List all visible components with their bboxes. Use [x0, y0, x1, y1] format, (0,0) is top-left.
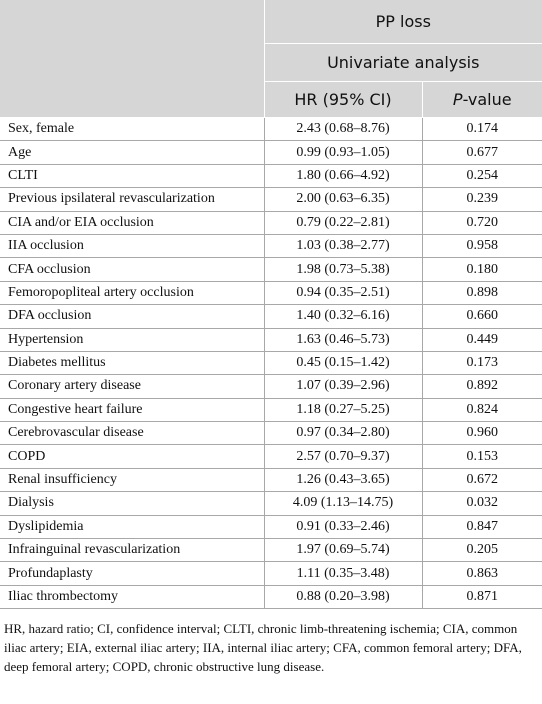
table-row: Profundaplasty 1.11 (0.35–3.48) 0.863: [0, 561, 542, 586]
hazard-ratio: 2.57 (0.70–9.37): [263, 444, 422, 469]
hazard-ratio: 1.07 (0.39–2.96): [263, 374, 422, 399]
hazard-ratio: 0.91 (0.33–2.46): [263, 514, 422, 540]
p-value: 0.174: [421, 116, 542, 142]
p-value: 0.892: [421, 374, 542, 399]
p-value: 0.958: [421, 233, 542, 259]
row-label: Cerebrovascular disease: [0, 421, 264, 446]
hazard-ratio: 1.26 (0.43–3.65): [263, 467, 422, 493]
row-label: Age: [0, 140, 264, 165]
p-value: 0.847: [421, 514, 542, 540]
hazard-ratio: 0.94 (0.35–2.51): [263, 280, 422, 306]
p-value: 0.660: [421, 304, 542, 329]
row-label: Dyslipidemia: [0, 514, 264, 540]
table-row: Congestive heart failure 1.18 (0.27–5.25)…: [0, 397, 542, 423]
column-header: P-value: [421, 81, 542, 118]
table-row: COPD 2.57 (0.70–9.37) 0.153: [0, 444, 542, 469]
p-value: 0.254: [421, 163, 542, 189]
row-label: Femoropopliteal artery occlusion: [0, 280, 264, 306]
hazard-ratio: 0.97 (0.34–2.80): [263, 421, 422, 446]
row-label: CLTI: [0, 163, 264, 189]
hazard-ratio: 2.43 (0.68–8.76): [263, 116, 422, 142]
table-row: Age 0.99 (0.93–1.05) 0.677: [0, 140, 542, 165]
footnote: HR, hazard ratio; CI, confidence interva…: [4, 621, 522, 675]
column-header: HR (95% CI): [263, 81, 422, 118]
row-label: Dialysis: [0, 491, 264, 516]
table-row: Previous ipsilateral revascularization 2.…: [0, 187, 542, 212]
hazard-ratio: 1.80 (0.66–4.92): [263, 163, 422, 189]
results-table: PP loss Univariate analysis HR (95% CI) …: [0, 0, 542, 610]
p-value: 0.720: [421, 210, 542, 235]
hazard-ratio: 1.63 (0.46–5.73): [263, 327, 422, 352]
corner-cell: [0, 0, 264, 118]
table-row: Hypertension 1.63 (0.46–5.73) 0.449: [0, 327, 542, 352]
table-row: CFA occlusion 1.98 (0.73–5.38) 0.180: [0, 257, 542, 282]
p-value: 0.449: [421, 327, 542, 352]
p-value: 0.153: [421, 444, 542, 469]
subgroup-header: Univariate analysis: [263, 43, 542, 82]
hazard-ratio: 4.09 (1.13–14.75): [263, 491, 422, 516]
table-row: DFA occlusion 1.40 (0.32–6.16) 0.660: [0, 304, 542, 329]
row-label: Congestive heart failure: [0, 397, 264, 423]
row-label: Hypertension: [0, 327, 264, 352]
p-value: 0.173: [421, 350, 542, 376]
hazard-ratio: 0.79 (0.22–2.81): [263, 210, 422, 235]
row-label: Sex, female: [0, 116, 264, 142]
p-value: 0.677: [421, 140, 542, 165]
row-label: Profundaplasty: [0, 561, 264, 586]
row-label: CFA occlusion: [0, 257, 264, 282]
p-value: 0.960: [421, 421, 542, 446]
row-label: Infrainguinal revascularization: [0, 538, 264, 563]
group-header: PP loss: [263, 0, 542, 44]
row-label: Renal insufficiency: [0, 467, 264, 493]
p-value: 0.824: [421, 397, 542, 423]
hazard-ratio: 1.18 (0.27–5.25): [263, 397, 422, 423]
table-row: Femoropopliteal artery occlusion 0.94 (0.…: [0, 280, 542, 306]
table-row: Cerebrovascular disease 0.97 (0.34–2.80) 0…: [0, 421, 542, 446]
p-value: 0.032: [421, 491, 542, 516]
p-value: 0.863: [421, 561, 542, 586]
table-row: IIA occlusion 1.03 (0.38–2.77) 0.958: [0, 233, 542, 259]
table-row: Diabetes mellitus 0.45 (0.15–1.42) 0.173: [0, 350, 542, 376]
hazard-ratio: 2.00 (0.63–6.35): [263, 187, 422, 212]
table-row: Dyslipidemia 0.91 (0.33–2.46) 0.847: [0, 514, 542, 540]
pvalue-rest: -value: [462, 90, 512, 109]
row-label: CIA and/or EIA occlusion: [0, 210, 264, 235]
table-row: CLTI 1.80 (0.66–4.92) 0.254: [0, 163, 542, 189]
row-label: Previous ipsilateral revascularization: [0, 187, 264, 212]
hazard-ratio: 0.99 (0.93–1.05): [263, 140, 422, 165]
p-value: 0.898: [421, 280, 542, 306]
p-value: 0.180: [421, 257, 542, 282]
row-label: Coronary artery disease: [0, 374, 264, 399]
hazard-ratio: 0.45 (0.15–1.42): [263, 350, 422, 376]
row-label: Diabetes mellitus: [0, 350, 264, 376]
hazard-ratio: 1.98 (0.73–5.38): [263, 257, 422, 282]
hazard-ratio: 1.11 (0.35–3.48): [263, 561, 422, 586]
hazard-ratio: 1.97 (0.69–5.74): [263, 538, 422, 563]
hazard-ratio: 1.40 (0.32–6.16): [263, 304, 422, 329]
table-row: Sex, female 2.43 (0.68–8.76) 0.174: [0, 116, 542, 142]
table-body: Sex, female 2.43 (0.68–8.76) 0.174 Age 0.99 …: [0, 116, 542, 610]
row-label: Iliac thrombectomy: [0, 584, 264, 610]
p-value: 0.239: [421, 187, 542, 212]
pvalue-italic: P: [452, 90, 463, 109]
hazard-ratio: 1.03 (0.38–2.77): [263, 233, 422, 259]
table-row: Dialysis 4.09 (1.13–14.75) 0.032: [0, 491, 542, 516]
p-value: 0.672: [421, 467, 542, 493]
hazard-ratio: 0.88 (0.20–3.98): [263, 584, 422, 610]
row-label: IIA occlusion: [0, 233, 264, 259]
table-row: Coronary artery disease 1.07 (0.39–2.96) 0…: [0, 374, 542, 399]
row-label: DFA occlusion: [0, 304, 264, 329]
table-row: CIA and/or EIA occlusion 0.79 (0.22–2.81)…: [0, 210, 542, 235]
p-value: 0.205: [421, 538, 542, 563]
p-value: 0.871: [421, 584, 542, 610]
table-row: Iliac thrombectomy 0.88 (0.20–3.98) 0.871: [0, 584, 542, 610]
table-row: Infrainguinal revascularization 1.97 (0.6…: [0, 538, 542, 563]
row-label: COPD: [0, 444, 264, 469]
table-row: Renal insufficiency 1.26 (0.43–3.65) 0.672: [0, 467, 542, 493]
